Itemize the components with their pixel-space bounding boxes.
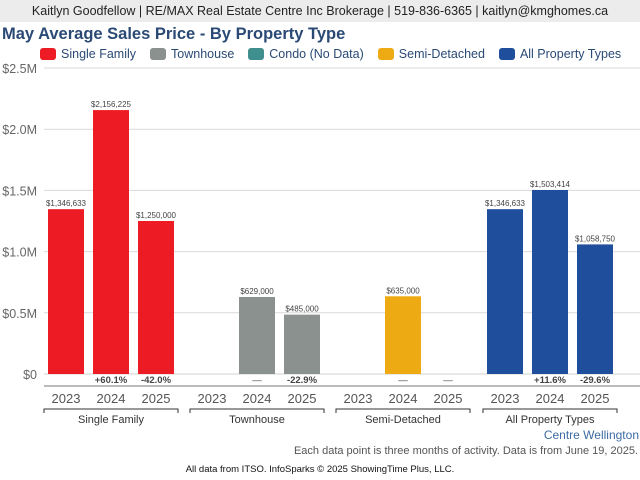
legend-swatch [377,48,394,60]
bar [284,314,320,374]
group-bracket [335,408,471,413]
x-tick-label: 2025 [142,391,171,406]
legend-item-single-family[interactable]: Single Family [40,47,136,61]
x-tick-label: 2023 [344,391,373,406]
bar [93,110,129,374]
legend-swatch [40,48,56,60]
x-tick-label: 2025 [581,391,610,406]
bar-value-label: $1,058,750 [575,234,616,243]
group-bracket [189,408,325,413]
legend: Single Family Townhouse Condo (No Data) … [40,45,635,63]
y-tick-label: $1.0M [2,246,37,260]
group-label: Townhouse [229,414,285,426]
data-note: Each data point is three months of activ… [293,445,638,457]
x-tick-label: 2023 [198,391,227,406]
x-tick-label: 2023 [52,391,81,406]
group-label: Single Family [78,414,145,426]
x-tick-label: 2024 [243,391,272,406]
legend-label: Single Family [61,47,137,61]
change-label: — [398,375,408,386]
legend-swatch [150,48,167,60]
change-label: — [252,375,262,386]
footer-credit: All data from ITSO. InfoSparks © 2025 Sh… [185,464,455,475]
legend-item-all-property-types[interactable]: All Property Types [498,47,622,61]
legend-item-townhouse[interactable]: Townhouse [150,47,234,61]
legend-item-condo[interactable]: Condo (No Data) [248,47,364,61]
legend-label: All Property Types [519,47,622,61]
y-tick-label: $0.5M [2,307,37,321]
bar-value-label: $629,000 [240,287,274,296]
y-tick-label: $2.5M [2,62,37,76]
chart-title: May Average Sales Price - By Property Ty… [2,25,346,43]
group-label: All Property Types [505,414,595,426]
y-tick-label: $1.5M [2,184,37,198]
change-label: +60.1% [95,375,128,386]
change-label: -42.0% [141,375,172,386]
legend-swatch [248,48,265,60]
bar-value-label: $1,346,633 [46,199,87,208]
bar [48,209,84,374]
x-tick-label: 2025 [434,391,463,406]
bar [487,209,523,374]
change-label: -22.9% [287,375,318,386]
legend-label: Townhouse [171,47,235,61]
group-label: Semi-Detached [365,414,441,426]
legend-swatch [498,48,515,60]
change-label: -29.6% [580,375,611,386]
legend-item-semi-detached[interactable]: Semi-Detached [377,47,485,61]
bar-value-label: $1,250,000 [136,211,177,220]
bar-value-label: $2,156,225 [91,100,132,109]
bar-value-label: $635,000 [386,286,420,295]
bar-value-label: $1,346,633 [485,199,526,208]
bar [577,244,613,374]
bar-value-label: $485,000 [285,305,319,314]
bar [385,296,421,374]
y-tick-label: $0 [23,368,37,382]
x-tick-label: 2024 [389,391,418,406]
group-bracket [43,408,179,413]
bar [239,297,275,374]
change-label: — [443,375,453,386]
y-tick-label: $2.0M [2,123,37,137]
x-tick-label: 2025 [288,391,317,406]
x-tick-label: 2024 [536,391,565,406]
group-bracket [482,408,618,413]
x-tick-label: 2023 [491,391,520,406]
bar-value-label: $1,503,414 [530,180,571,189]
x-tick-label: 2024 [97,391,126,406]
legend-label: Semi-Detached [398,47,485,61]
region-label[interactable]: Centre Wellington [543,428,639,442]
legend-label: Condo (No Data) [269,47,364,61]
bar [138,221,174,374]
contact-header: Kaitlyn Goodfellow | RE/MAX Real Estate … [0,0,640,22]
bar [532,189,568,374]
change-label: +11.6% [534,375,567,386]
